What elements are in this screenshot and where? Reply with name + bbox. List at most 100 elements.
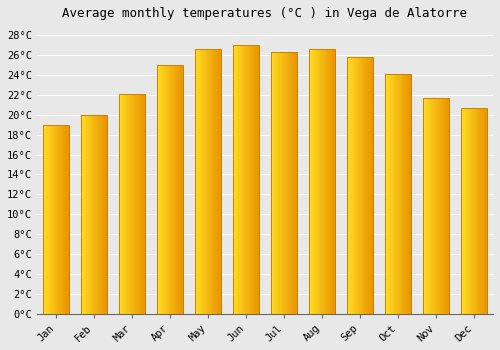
Bar	[96, 115, 97, 314]
Bar	[432, 98, 433, 314]
Bar	[346, 57, 347, 314]
Bar	[194, 49, 221, 314]
Bar	[473, 108, 474, 314]
Bar	[137, 94, 138, 314]
Bar	[334, 49, 336, 314]
Bar	[406, 74, 407, 314]
Bar	[287, 52, 288, 314]
Bar	[294, 52, 295, 314]
Bar	[480, 108, 481, 314]
Bar	[212, 49, 213, 314]
Bar	[68, 125, 69, 314]
Bar	[88, 115, 89, 314]
Bar	[180, 65, 181, 314]
Bar	[66, 125, 67, 314]
Bar	[468, 108, 469, 314]
Bar	[250, 45, 251, 314]
Bar	[276, 52, 277, 314]
Bar	[439, 98, 440, 314]
Bar	[158, 65, 159, 314]
Bar	[161, 65, 162, 314]
Bar	[329, 49, 330, 314]
Bar	[50, 125, 51, 314]
Bar	[358, 57, 359, 314]
Bar	[368, 57, 369, 314]
Bar	[353, 57, 354, 314]
Bar	[173, 65, 174, 314]
Bar	[272, 52, 273, 314]
Bar	[210, 49, 211, 314]
Bar	[126, 94, 127, 314]
Bar	[474, 108, 475, 314]
Bar	[274, 52, 275, 314]
Bar	[485, 108, 486, 314]
Bar	[213, 49, 214, 314]
Bar	[236, 45, 237, 314]
Bar	[471, 108, 472, 314]
Bar	[246, 45, 247, 314]
Bar	[290, 52, 291, 314]
Bar	[42, 125, 69, 314]
Bar	[481, 108, 482, 314]
Bar	[318, 49, 319, 314]
Bar	[321, 49, 322, 314]
Bar	[404, 74, 405, 314]
Bar	[43, 125, 44, 314]
Bar	[317, 49, 318, 314]
Bar	[97, 115, 98, 314]
Bar	[279, 52, 280, 314]
Bar	[45, 125, 46, 314]
Bar	[366, 57, 367, 314]
Bar	[327, 49, 328, 314]
Bar	[138, 94, 139, 314]
Bar	[90, 115, 91, 314]
Bar	[397, 74, 398, 314]
Bar	[384, 74, 385, 314]
Bar	[118, 94, 119, 314]
Bar	[81, 115, 82, 314]
Bar	[59, 125, 60, 314]
Bar	[280, 52, 281, 314]
Bar	[233, 45, 234, 314]
Bar	[169, 65, 170, 314]
Bar	[467, 108, 468, 314]
Bar	[319, 49, 320, 314]
Bar	[136, 94, 137, 314]
Bar	[42, 125, 43, 314]
Bar	[49, 125, 50, 314]
Bar	[350, 57, 351, 314]
Bar	[134, 94, 135, 314]
Bar	[362, 57, 363, 314]
Bar	[440, 98, 441, 314]
Bar	[285, 52, 286, 314]
Bar	[132, 94, 133, 314]
Bar	[84, 115, 85, 314]
Bar	[256, 45, 257, 314]
Bar	[179, 65, 180, 314]
Bar	[326, 49, 327, 314]
Bar	[194, 49, 195, 314]
Bar	[171, 65, 172, 314]
Bar	[328, 49, 329, 314]
Bar	[47, 125, 48, 314]
Bar	[127, 94, 128, 314]
Bar	[390, 74, 391, 314]
Bar	[129, 94, 130, 314]
Bar	[165, 65, 166, 314]
Bar	[288, 52, 290, 314]
Bar	[118, 94, 145, 314]
Bar	[174, 65, 175, 314]
Bar	[219, 49, 220, 314]
Bar	[486, 108, 487, 314]
Bar	[361, 57, 362, 314]
Bar	[204, 49, 205, 314]
Bar	[348, 57, 349, 314]
Bar	[401, 74, 402, 314]
Bar	[167, 65, 168, 314]
Bar	[232, 45, 233, 314]
Bar	[98, 115, 99, 314]
Bar	[402, 74, 403, 314]
Bar	[122, 94, 123, 314]
Title: Average monthly temperatures (°C ) in Vega de Alatorre: Average monthly temperatures (°C ) in Ve…	[62, 7, 468, 20]
Bar	[93, 115, 94, 314]
